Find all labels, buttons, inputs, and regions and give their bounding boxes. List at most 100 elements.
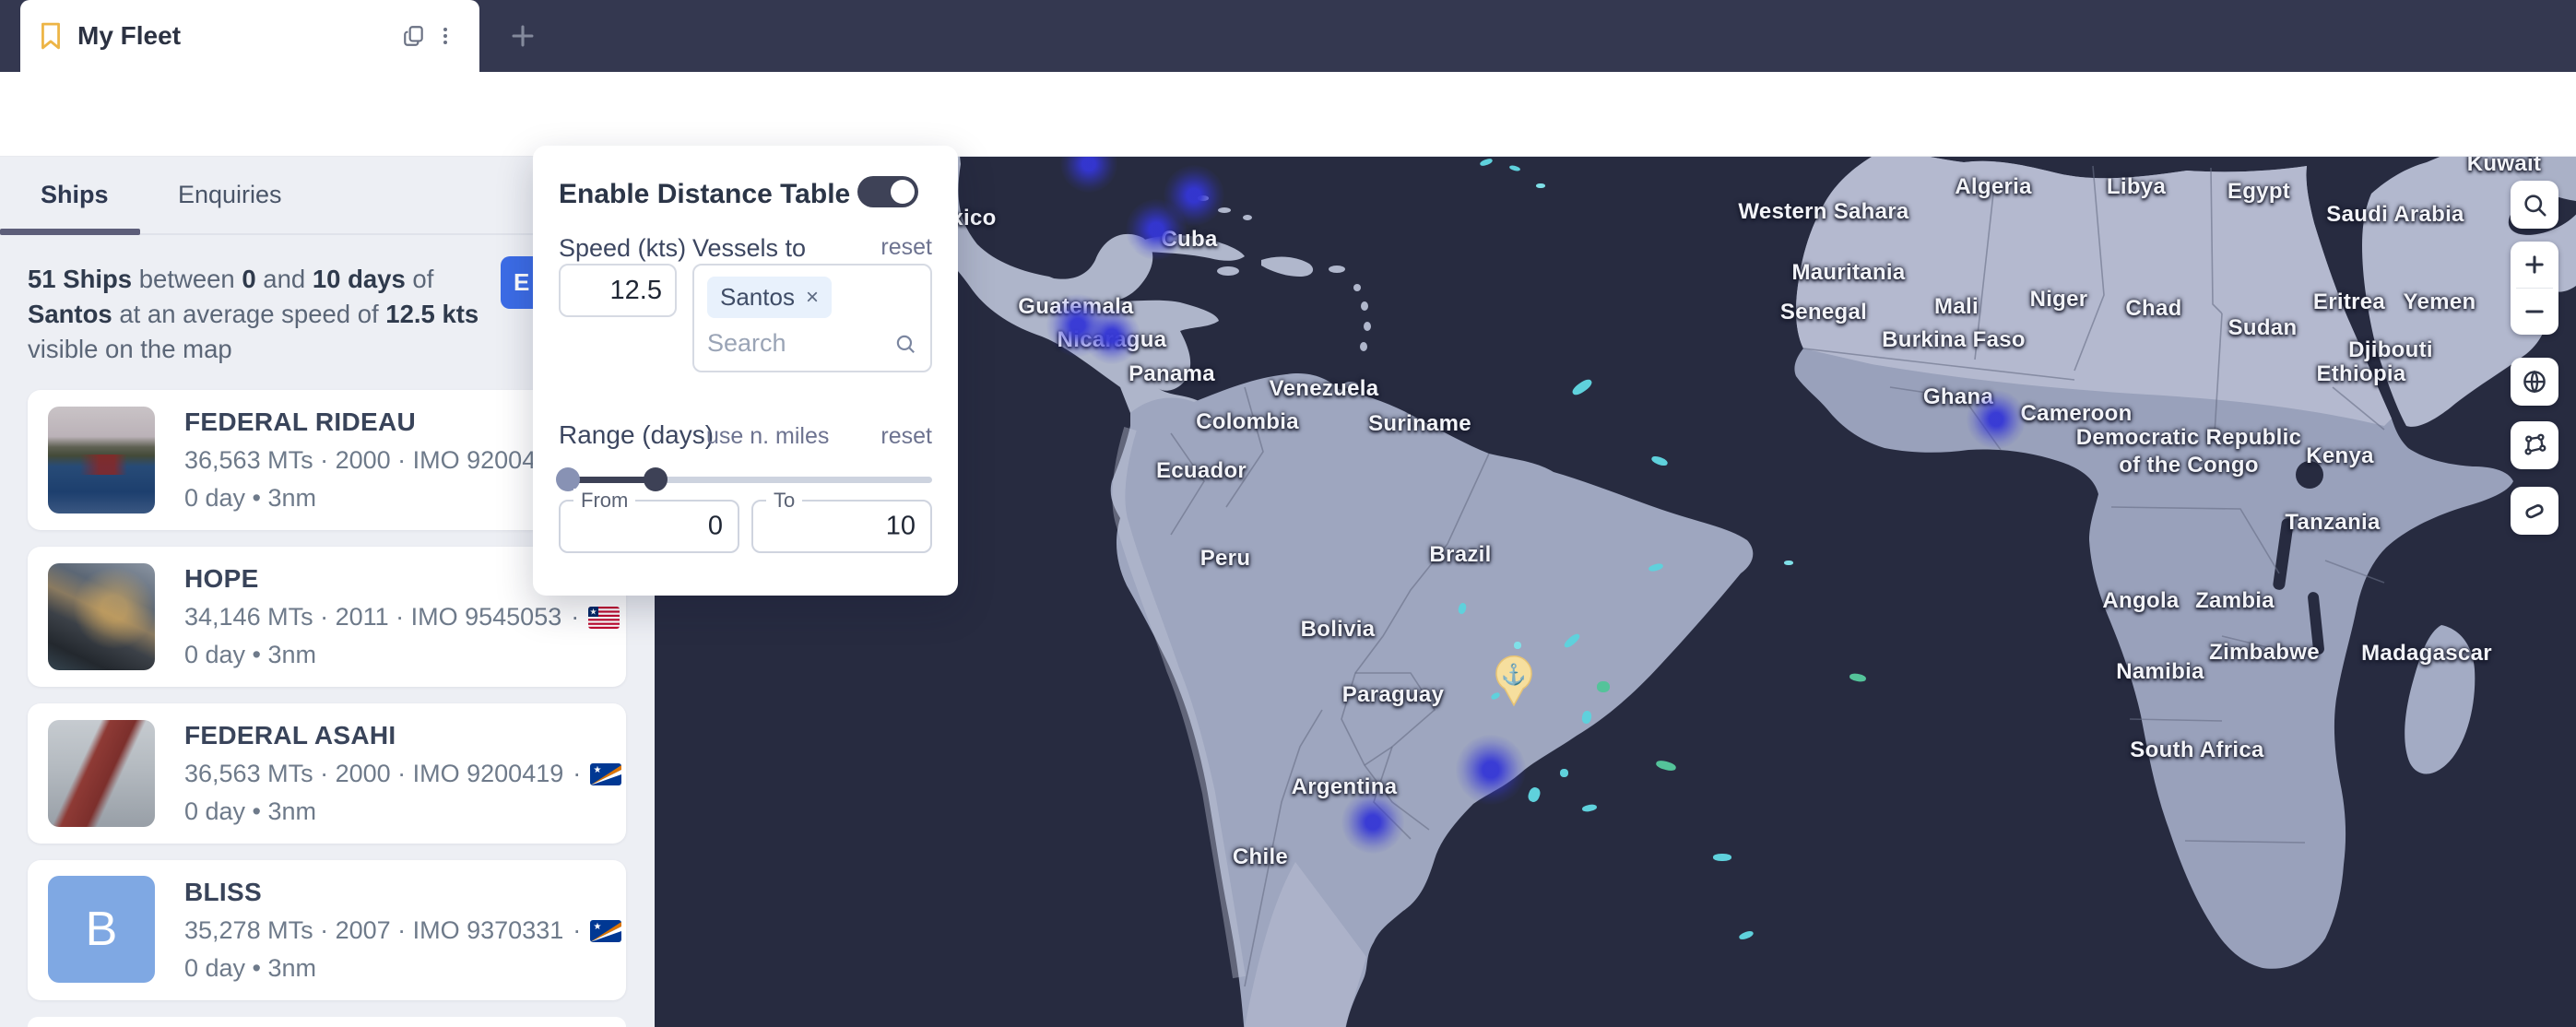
map-label-kenya: Kenya	[2306, 443, 2374, 468]
ship-card[interactable]: B BLISS 35,278 MTs · 2007 · IMO 9370331 · ★ 0…	[28, 860, 626, 1000]
vessel-density-spot[interactable]	[1456, 735, 1526, 805]
tab-title: My Fleet	[77, 21, 182, 50]
slider-min-handle[interactable]	[556, 467, 581, 491]
zoom-in-button[interactable]	[2511, 242, 2558, 288]
range-to-field[interactable]: To 10	[751, 489, 932, 553]
port-anchor-marker-santos[interactable]: ⚓	[1493, 655, 1535, 712]
map-label-ecuador: Ecuador	[1155, 458, 1247, 483]
map-freehand-draw-button[interactable]	[2511, 487, 2558, 535]
tab-my-fleet[interactable]: My Fleet	[20, 0, 479, 72]
search-icon	[2521, 191, 2548, 218]
slider-max-handle[interactable]	[644, 467, 668, 491]
ship-photo	[48, 720, 155, 827]
vessels-reset-link[interactable]: reset	[880, 234, 932, 260]
meta-separator: ·	[573, 760, 582, 787]
map-label-ethiopia: Ethiopia	[2316, 361, 2406, 386]
vessels-to-label: Vessels to	[692, 234, 807, 262]
map-label-senegal: Senegal	[1779, 300, 1868, 325]
map-label-saudi-arabia: Saudi Arabia	[2326, 202, 2464, 227]
map-zoom-controls	[2511, 242, 2558, 335]
active-tab-underline	[0, 229, 140, 235]
duplicate-tab-icon[interactable]	[398, 20, 430, 52]
map-label-brazil: Brazil	[1429, 542, 1492, 567]
vessel-density-spot[interactable]	[1126, 199, 1187, 260]
map-label-burkina-faso: Burkina Faso	[1882, 327, 2026, 352]
enable-distance-toggle[interactable]	[857, 176, 918, 207]
tab-ships[interactable]: Ships	[41, 181, 109, 208]
map-projection-button[interactable]	[2511, 358, 2558, 406]
map-label-cameroon: Cameroon	[2020, 401, 2133, 426]
to-value: 10	[885, 511, 916, 541]
map-label-zimbabwe: Zimbabwe	[2209, 640, 2320, 665]
distance-popup: Enable Distance Table Speed (kts) Vessel…	[533, 146, 958, 596]
vessel-marker[interactable]	[1559, 768, 1568, 777]
ship-card-partial[interactable]	[28, 1017, 626, 1027]
ship-name: BLISS	[184, 878, 262, 906]
speed-input[interactable]: 12.5	[559, 264, 677, 317]
range-from-field[interactable]: From 0	[559, 489, 739, 553]
ship-card[interactable]: FEDERAL RIDEAU 36,563 MTs · 2000 · IMO 92…	[28, 390, 626, 530]
vessel-density-spot[interactable]	[1083, 307, 1140, 364]
vessels-to-box[interactable]: Santos × Search	[692, 264, 932, 372]
vessel-marker[interactable]	[1536, 183, 1545, 188]
sidebar-tabs: Ships Enquiries	[0, 157, 655, 235]
vessel-marker[interactable]	[1784, 560, 1793, 565]
slider-active-track	[568, 477, 656, 483]
range-slider[interactable]	[556, 467, 932, 491]
svg-text:★: ★	[594, 922, 602, 932]
map-label-egypt: Egypt	[2227, 179, 2291, 204]
tab-menu-icon[interactable]	[430, 20, 461, 52]
map-label-mauritania: Mauritania	[1791, 260, 1906, 285]
ship-meta: 36,563 MTs · 2000 · IMO 9200445	[184, 446, 564, 474]
map-label-paraguay: Paraguay	[1341, 682, 1445, 707]
globe-icon	[2521, 368, 2548, 395]
ship-card[interactable]: FEDERAL ASAHI 36,563 MTs · 2000 · IMO 920…	[28, 703, 626, 844]
to-label: To	[766, 489, 803, 513]
tab-enquiries[interactable]: Enquiries	[178, 181, 282, 208]
from-value: 0	[707, 511, 723, 541]
svg-text:★: ★	[594, 765, 602, 775]
results-summary: 51 Ships between 0 and 10 days of Santos…	[28, 265, 479, 363]
slider-track	[559, 477, 932, 483]
minus-icon	[2522, 299, 2547, 325]
flag-icon-liberia: ★	[588, 606, 620, 629]
toolbar: Ships 3 × Enquiries Distance Bunker Pric…	[0, 72, 2576, 216]
map[interactable]: MexicoCubaGuatemalaNicaraguaPanamaVenezu…	[655, 157, 2576, 1027]
map-label-madagascar: Madagascar	[2361, 641, 2492, 666]
zoom-out-button[interactable]	[2511, 289, 2558, 335]
ship-name: HOPE	[184, 564, 259, 593]
vessel-density-spot[interactable]	[1967, 390, 2026, 449]
range-label: Range (days)	[559, 420, 715, 449]
map-search-button[interactable]	[2511, 181, 2558, 229]
map-label-zambia: Zambia	[2195, 588, 2275, 613]
map-label-yemen: Yemen	[2403, 289, 2476, 314]
map-label-chad: Chad	[2125, 296, 2182, 321]
range-reset-link[interactable]: reset	[880, 423, 932, 449]
ship-meta: 34,146 MTs · 2011 · IMO 9545053	[184, 603, 562, 631]
map-label-western-sahara: Western Sahara	[1738, 199, 1909, 224]
map-label-djibouti: Djibouti	[2348, 337, 2433, 362]
from-label: From	[573, 489, 636, 513]
export-button-label: E	[514, 268, 530, 296]
use-nmiles-link[interactable]: use n. miles	[706, 423, 830, 449]
meta-separator: ·	[573, 916, 582, 944]
map-label-bolivia: Bolivia	[1300, 617, 1376, 642]
vessel-density-spot[interactable]	[1341, 791, 1404, 854]
vessel-marker[interactable]	[1597, 681, 1610, 692]
popup-title: Enable Distance Table	[559, 179, 851, 209]
port-chip-label: Santos	[720, 283, 795, 311]
map-label-algeria: Algeria	[1955, 174, 2032, 199]
port-chip-santos[interactable]: Santos ×	[707, 277, 832, 318]
ship-meta: 36,563 MTs · 2000 · IMO 9200419	[184, 760, 564, 787]
new-tab-button[interactable]	[505, 18, 540, 53]
vessel-marker[interactable]	[1713, 854, 1731, 861]
ship-card[interactable]: HOPE 34,146 MTs · 2011 · IMO 9545053 · ★ 0 d…	[28, 547, 626, 687]
map-label-eritrea: Eritrea	[2312, 289, 2386, 314]
map-draw-polygon-button[interactable]	[2511, 421, 2558, 469]
map-label-niger: Niger	[2029, 287, 2088, 312]
vessels-search-input[interactable]: Search	[707, 329, 786, 357]
vessel-marker[interactable]	[1514, 642, 1521, 649]
map-label-kuwait: Kuwait	[2466, 157, 2542, 176]
chip-remove-icon[interactable]: ×	[805, 284, 819, 310]
